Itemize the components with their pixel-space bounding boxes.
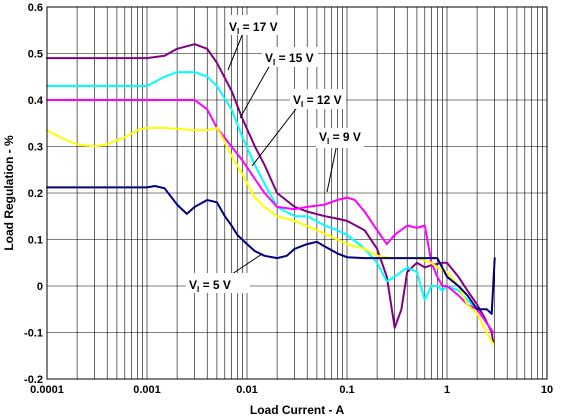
annotation-leader-3: [326, 143, 338, 193]
x-axis-title: Load Current - A: [250, 403, 345, 417]
annotations: VI = 17 V VI = 15 V VI = 12 V VI = 9 V VI = …: [186, 15, 364, 294]
y-tick-label: 0.3: [28, 142, 43, 154]
y-axis-title: Load Regulation - %: [2, 135, 16, 251]
series-line-0: [46, 43, 495, 343]
y-tick-label: 0: [37, 281, 43, 293]
series-line-4: [46, 185, 496, 315]
y-tick-label: 0.6: [28, 2, 43, 14]
series-group: [46, 43, 496, 346]
annotation-leader-2: [251, 104, 300, 167]
x-tick-label: 10: [541, 384, 553, 396]
x-tick-label: 1: [444, 384, 450, 396]
annotation-leader-0: [227, 32, 244, 71]
annotation-box-4: [186, 273, 250, 293]
y-tick-label: -0.2: [24, 374, 43, 386]
y-tick-label: 0.1: [28, 235, 43, 247]
series-line-2: [46, 99, 495, 334]
x-tick-label: 0.1: [339, 384, 354, 396]
annotation-leader-1: [239, 64, 271, 119]
x-tick-label: 0.0001: [30, 384, 64, 396]
y-tick-label: 0.4: [28, 95, 44, 107]
annotation-leader-4: [231, 253, 263, 275]
x-tick-label: 0.001: [133, 384, 161, 396]
plot-frame: [46, 6, 548, 380]
y-tick-label: -0.1: [24, 328, 43, 340]
tick-labels: 0.0001 0.001 0.01 0.1 1 10 0.6 0.5 0.4 0.3 0.2 0.1 0…: [24, 2, 553, 396]
annotation-label-2: VI = 12 V: [293, 93, 342, 109]
annotation-label-1: VI = 15 V: [265, 51, 314, 67]
series-line-3: [46, 126, 495, 346]
annotation-box-1: [262, 47, 318, 67]
annotation-label-0: VI = 17 V: [229, 20, 278, 36]
x-tick-label: 0.01: [236, 384, 257, 396]
y-tick-label: 0.5: [28, 49, 43, 61]
annotation-box-2: [290, 89, 346, 109]
annotation-box-3: [316, 128, 364, 148]
annotation-label-3: VI = 9 V: [319, 130, 361, 146]
series-line-1: [46, 71, 495, 334]
annotation-label-4: VI = 5 V: [189, 278, 231, 294]
y-tick-label: 0.2: [28, 188, 43, 200]
annotation-box-0: [226, 15, 282, 35]
